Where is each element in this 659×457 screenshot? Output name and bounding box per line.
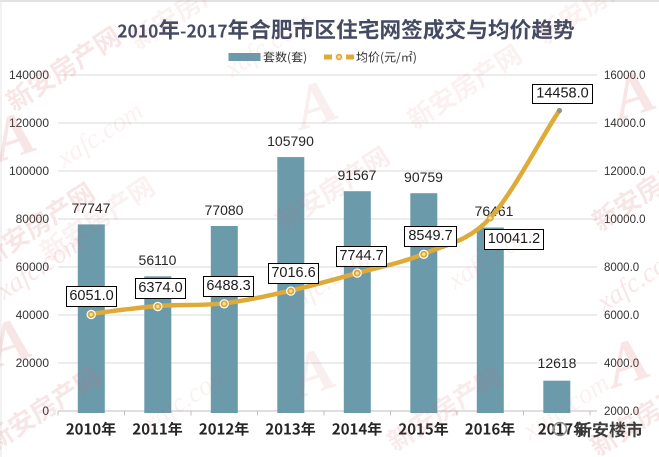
svg-text:14458.0: 14458.0 [536,86,588,102]
svg-text:56110: 56110 [139,252,177,268]
svg-text:12000.0: 12000.0 [604,166,646,178]
svg-text:105790: 105790 [267,133,314,149]
svg-text:90759: 90759 [404,169,443,185]
svg-text:40000: 40000 [16,308,50,322]
svg-text:2000.0: 2000.0 [604,406,639,418]
svg-text:6374.0: 6374.0 [138,280,182,296]
svg-text:77080: 77080 [205,202,244,218]
svg-text:12618: 12618 [538,355,577,371]
svg-text:6051.0: 6051.0 [69,288,113,304]
svg-text:6488.3: 6488.3 [206,278,250,294]
svg-text:8549.7: 8549.7 [408,228,452,244]
